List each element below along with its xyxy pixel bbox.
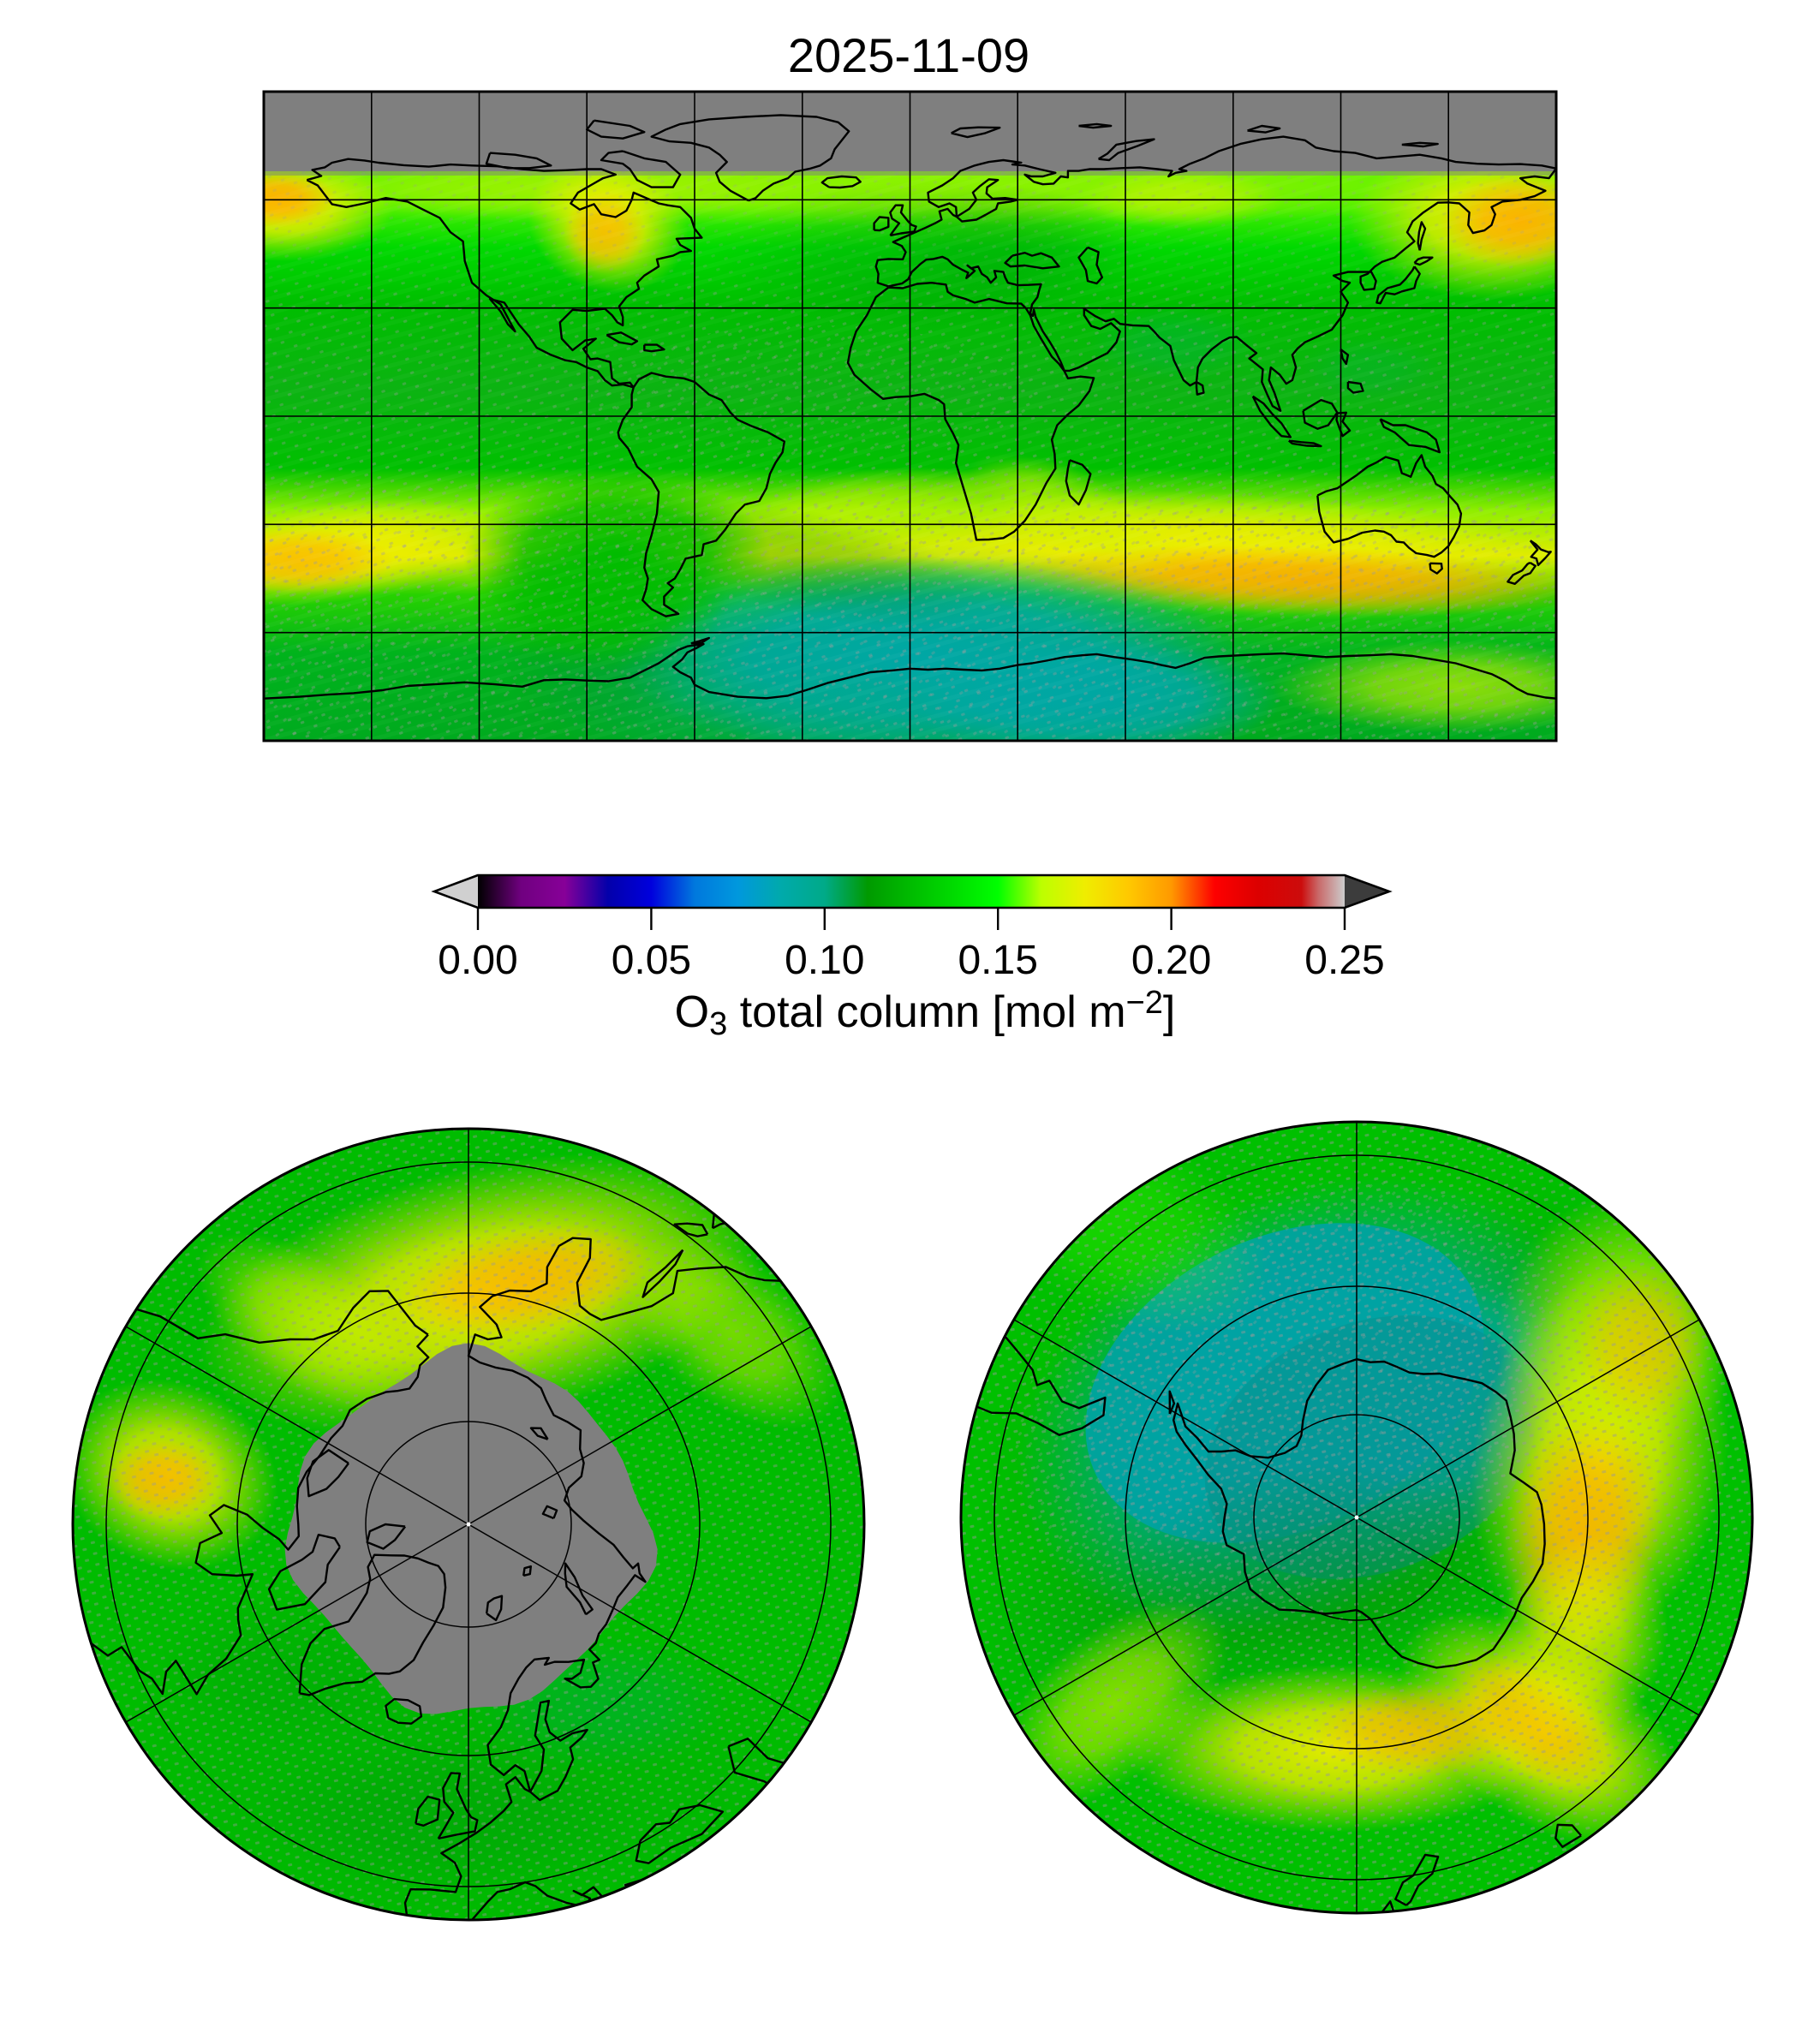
svg-text:0.20: 0.20 <box>1131 938 1211 983</box>
svg-text:0.25: 0.25 <box>1304 938 1384 983</box>
svg-text:0.10: 0.10 <box>785 938 864 983</box>
svg-text:2025-11-09: 2025-11-09 <box>788 28 1029 82</box>
svg-text:0.00: 0.00 <box>438 938 517 983</box>
svg-text:0.15: 0.15 <box>958 938 1037 983</box>
svg-text:0.05: 0.05 <box>612 938 691 983</box>
svg-text:O3 total column [mol m−2]: O3 total column [mol m−2] <box>675 985 1176 1042</box>
